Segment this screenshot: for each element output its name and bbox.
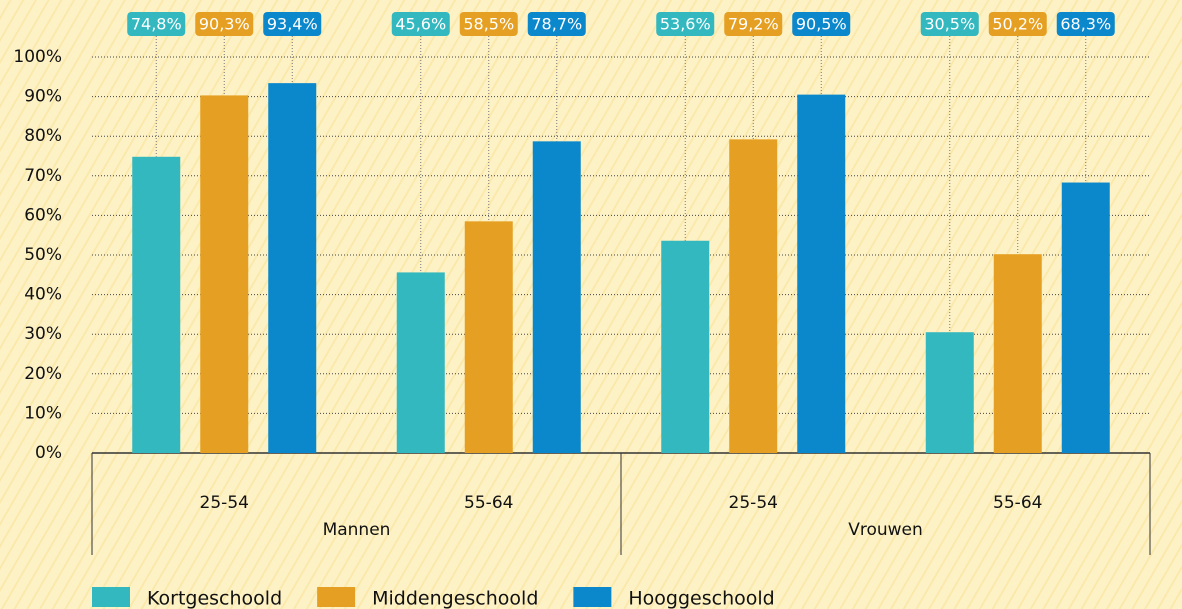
bar [200, 95, 249, 454]
bar [396, 272, 445, 453]
bar [268, 83, 317, 454]
bar [532, 141, 581, 453]
bar [797, 94, 846, 454]
y-tick-label: 50% [24, 245, 62, 265]
y-tick-label: 20% [24, 364, 62, 384]
group-label: Vrouwen [848, 520, 923, 540]
value-label-box [792, 12, 851, 36]
y-tick-label: 60% [24, 205, 62, 225]
y-tick-label: 80% [24, 126, 62, 146]
value-label: 79,2% [728, 15, 779, 34]
value-label-box [1056, 12, 1115, 36]
y-tick-label: 40% [24, 285, 62, 305]
legend-swatch [317, 587, 356, 607]
y-tick-label: 90% [24, 87, 62, 107]
value-label: 58,5% [463, 15, 514, 34]
x-tick-label: 25-54 [729, 493, 778, 513]
value-label: 45,6% [395, 15, 446, 34]
bar [464, 221, 513, 453]
value-label-box [195, 12, 254, 36]
value-label: 90,3% [199, 15, 250, 34]
value-label: 53,6% [660, 15, 711, 34]
y-tick-label: 0% [35, 443, 62, 463]
legend-label: Kortgeschoold [147, 588, 282, 609]
bar [993, 254, 1042, 453]
value-label-box [263, 12, 322, 36]
y-tick-label: 30% [24, 324, 62, 344]
value-label-box [724, 12, 783, 36]
bar [1061, 182, 1110, 454]
bar [925, 332, 974, 453]
value-label: 68,3% [1060, 15, 1111, 34]
y-tick-label: 10% [24, 403, 62, 423]
legend-label: Middengeschoold [372, 588, 538, 609]
value-label-box [391, 12, 450, 36]
bar [661, 240, 710, 453]
value-label: 74,8% [131, 15, 182, 34]
value-label: 78,7% [531, 15, 582, 34]
x-tick-label: 55-64 [464, 493, 513, 513]
bar [132, 156, 181, 454]
value-label: 90,5% [796, 15, 847, 34]
legend-swatch [92, 587, 130, 607]
value-label-box [127, 12, 186, 36]
value-label: 93,4% [267, 15, 318, 34]
y-tick-label: 100% [13, 47, 62, 67]
bar [729, 139, 778, 454]
value-label: 30,5% [924, 15, 975, 34]
value-label-box [656, 12, 715, 36]
value-label-box [920, 12, 979, 36]
value-label-box [988, 12, 1047, 36]
value-label-box [459, 12, 518, 36]
x-tick-label: 55-64 [993, 493, 1042, 513]
group-label: Mannen [323, 520, 391, 540]
value-label-box [527, 12, 586, 36]
y-tick-label: 70% [24, 166, 62, 186]
x-tick-label: 25-54 [200, 493, 249, 513]
legend-swatch [573, 587, 612, 607]
value-label: 50,2% [992, 15, 1043, 34]
legend-label: Hooggeschoold [628, 588, 774, 609]
